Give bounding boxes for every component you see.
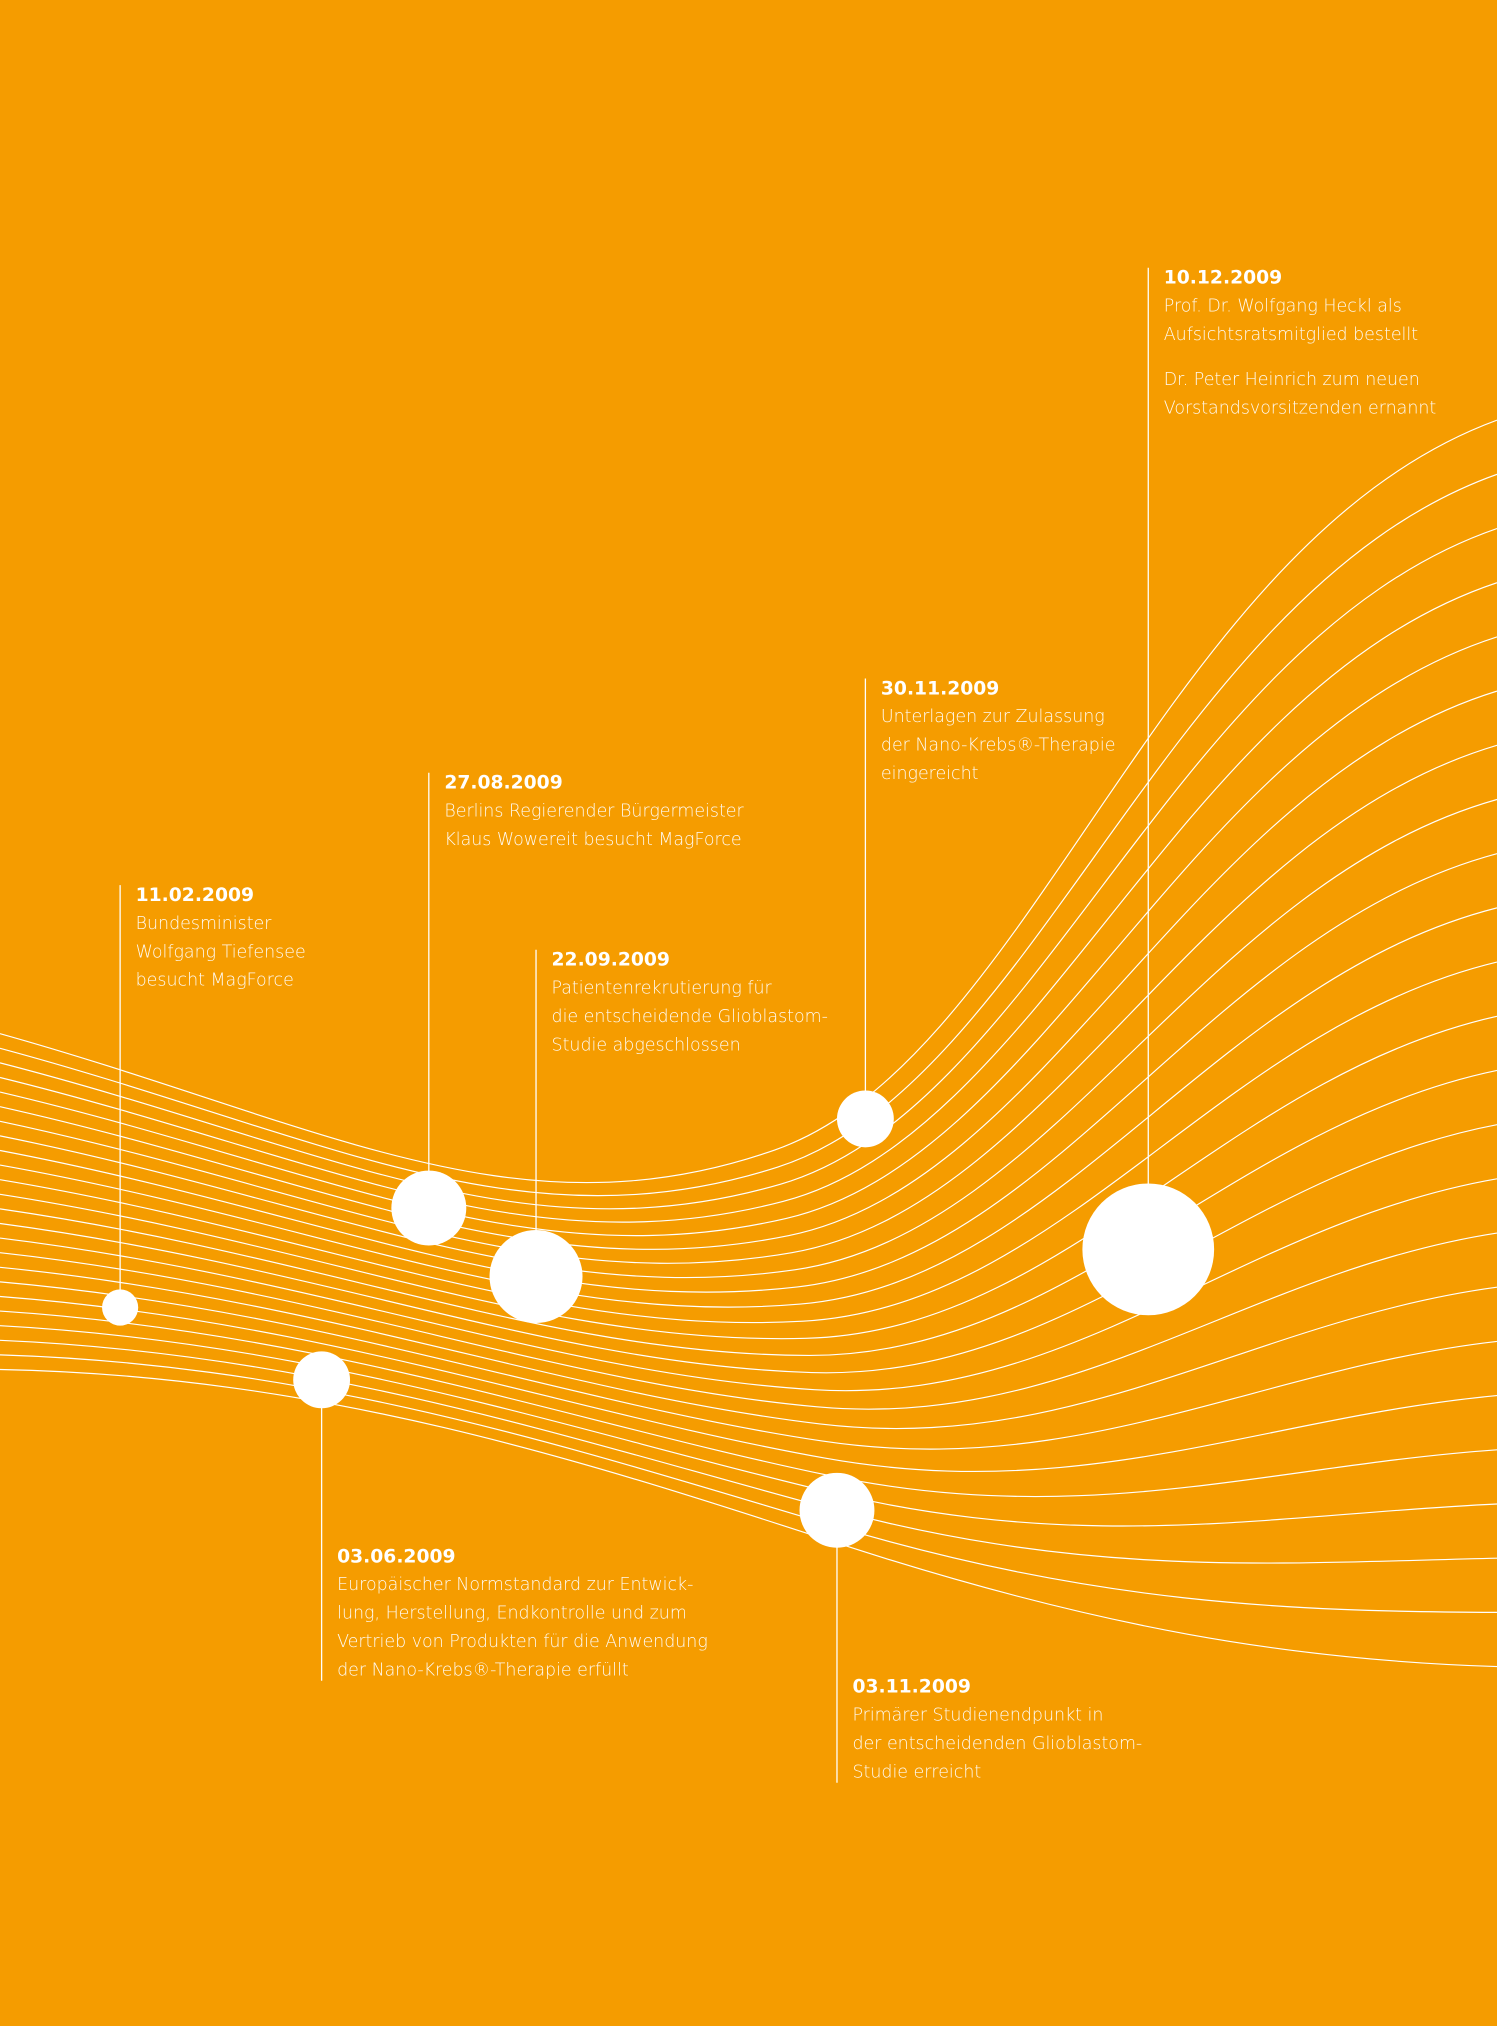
- event-dot: [1082, 1183, 1214, 1315]
- event-text: der Nano-Krebs®-Therapie: [881, 736, 1116, 756]
- event-date: 03.11.2009: [852, 1677, 970, 1698]
- event-text: der Nano-Krebs®-Therapie erfüllt: [337, 1660, 629, 1680]
- event-text: besucht MagForce: [136, 971, 294, 991]
- event-dot: [800, 1473, 875, 1548]
- event-dot: [837, 1090, 894, 1147]
- event-text: Studie erreicht: [852, 1762, 981, 1782]
- event-dot: [102, 1289, 138, 1325]
- event-text: eingereicht: [881, 764, 979, 784]
- timeline: 11.02.2009 Bundesminister Wolfgang Tiefens…: [0, 0, 1497, 2026]
- event-text: Vorstandsvorsitzenden ernannt: [1164, 399, 1437, 419]
- event-text: Wolfgang Tiefensee: [136, 942, 306, 962]
- event-text: Vertrieb von Produkten für die Anwendung: [337, 1632, 708, 1652]
- event-text: Klaus Wowereit besucht MagForce: [444, 830, 741, 850]
- event-date: 27.08.2009: [444, 773, 562, 794]
- event-text: lung, Herstellung, Endkontrolle und zum: [337, 1604, 687, 1624]
- event-dot: [490, 1230, 583, 1323]
- event-date: 10.12.2009: [1164, 268, 1282, 289]
- event-text: Primärer Studienendpunkt in: [852, 1706, 1103, 1726]
- event-dot: [293, 1351, 350, 1408]
- event-text: die entscheidende Glioblastom-: [552, 1007, 828, 1027]
- event-text: Unterlagen zur Zulassung: [881, 707, 1105, 727]
- event-text: Bundesminister: [136, 914, 273, 934]
- event-text: Berlins Regierender Bürgermeister: [444, 802, 744, 822]
- event-text: Studie abgeschlossen: [552, 1035, 741, 1055]
- event-text: Dr. Peter Heinrich zum neuen: [1164, 370, 1420, 390]
- event-text: Europäischer Normstandard zur Entwick-: [337, 1575, 693, 1595]
- event-date: 22.09.2009: [552, 950, 670, 971]
- event-dot: [391, 1171, 466, 1246]
- event-text: Aufsichtsratsmitglied bestellt: [1164, 325, 1418, 345]
- event-date: 30.11.2009: [881, 678, 999, 699]
- event-text: Patientenrekrutierung für: [552, 978, 773, 998]
- event-text: der entscheidenden Glioblastom-: [852, 1734, 1142, 1754]
- event-date: 11.02.2009: [136, 885, 254, 906]
- event-text: Prof. Dr. Wolfgang Heckl als: [1164, 296, 1402, 316]
- event-date: 03.06.2009: [337, 1546, 455, 1567]
